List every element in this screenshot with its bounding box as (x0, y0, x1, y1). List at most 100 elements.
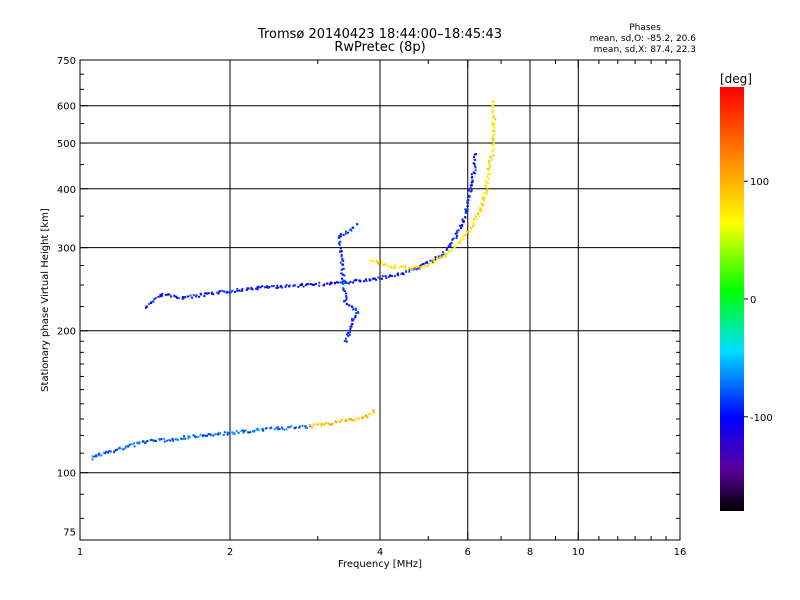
data-point (454, 245, 457, 247)
x-tick-label: 6 (465, 547, 471, 558)
data-point (343, 279, 346, 282)
data-point (337, 281, 340, 284)
data-point (137, 442, 140, 445)
data-point (166, 439, 169, 442)
x-tick-label: 2 (227, 547, 233, 558)
data-point (384, 263, 387, 266)
data-point (302, 285, 305, 288)
data-point (319, 422, 322, 425)
data-point (342, 279, 345, 282)
data-point (492, 142, 495, 145)
data-point (488, 162, 491, 165)
colorbar-tick-label: -100 (750, 413, 773, 424)
y-tick-label: 400 (57, 185, 76, 196)
data-point (487, 169, 490, 172)
data-point (158, 439, 161, 442)
data-point (266, 286, 269, 289)
x-tick-label: 10 (572, 547, 585, 558)
data-point (352, 227, 355, 229)
data-point (444, 255, 447, 258)
data-point (292, 284, 295, 287)
colorbar (720, 87, 744, 511)
data-point (275, 426, 278, 429)
data-point (443, 252, 446, 255)
x-tick-label: 1 (77, 547, 83, 558)
data-point (335, 421, 338, 424)
data-point (491, 150, 494, 153)
data-point (489, 164, 492, 167)
chart-title: Tromsø 20140423 18:44:00–18:45:43 (257, 27, 502, 42)
data-point (372, 409, 375, 412)
data-point (297, 285, 300, 288)
data-point (340, 254, 343, 256)
data-point (475, 217, 478, 220)
data-point (249, 431, 252, 434)
data-point (327, 422, 330, 425)
data-point (206, 434, 208, 437)
data-point (482, 202, 485, 205)
data-point (449, 245, 452, 248)
data-point (440, 254, 443, 257)
data-point (338, 234, 341, 237)
data-point (180, 438, 183, 440)
data-point (470, 173, 473, 176)
data-point (354, 308, 357, 311)
data-point (272, 285, 275, 288)
data-point (363, 280, 366, 283)
data-point (176, 296, 178, 299)
data-point (347, 282, 350, 285)
data-point (355, 278, 358, 281)
data-point (326, 282, 329, 285)
data-point (105, 450, 108, 453)
data-point (221, 289, 224, 292)
data-point (487, 167, 489, 170)
data-point (352, 308, 355, 311)
data-point (475, 153, 478, 156)
data-point (241, 289, 243, 292)
data-point (235, 430, 238, 433)
data-point (352, 281, 355, 284)
data-point (480, 210, 483, 213)
data-point (470, 190, 473, 193)
x-tick-label: 8 (527, 547, 533, 558)
data-point (345, 296, 348, 299)
data-point (404, 265, 407, 268)
data-point (349, 331, 352, 334)
data-point (265, 286, 268, 288)
data-point (494, 122, 497, 125)
data-point (344, 232, 347, 235)
data-point (408, 270, 411, 273)
data-point (486, 173, 489, 176)
data-point (364, 278, 367, 281)
data-point (341, 280, 344, 283)
phase-stats-o: mean, sd,O: -85.2, 20.6 (590, 34, 697, 44)
data-point (486, 176, 489, 178)
data-point (170, 295, 172, 298)
data-point (485, 180, 488, 182)
data-point (323, 423, 326, 426)
data-point (331, 422, 334, 425)
data-point (238, 289, 241, 292)
data-point (229, 291, 232, 294)
data-point (455, 236, 458, 239)
data-point (428, 262, 431, 265)
data-point (492, 124, 494, 127)
data-point (192, 434, 195, 437)
data-point (488, 167, 491, 170)
data-point (341, 259, 344, 261)
data-point (439, 255, 442, 258)
data-point (240, 429, 243, 432)
data-point (122, 448, 125, 451)
data-point (309, 283, 312, 285)
data-point (442, 253, 445, 256)
data-point (146, 305, 149, 308)
data-point (445, 248, 448, 251)
data-point (483, 197, 486, 200)
data-point (175, 295, 177, 298)
data-point (381, 277, 383, 280)
data-point (227, 432, 230, 434)
data-point (128, 443, 131, 446)
data-point (456, 241, 459, 244)
data-point (341, 273, 344, 276)
